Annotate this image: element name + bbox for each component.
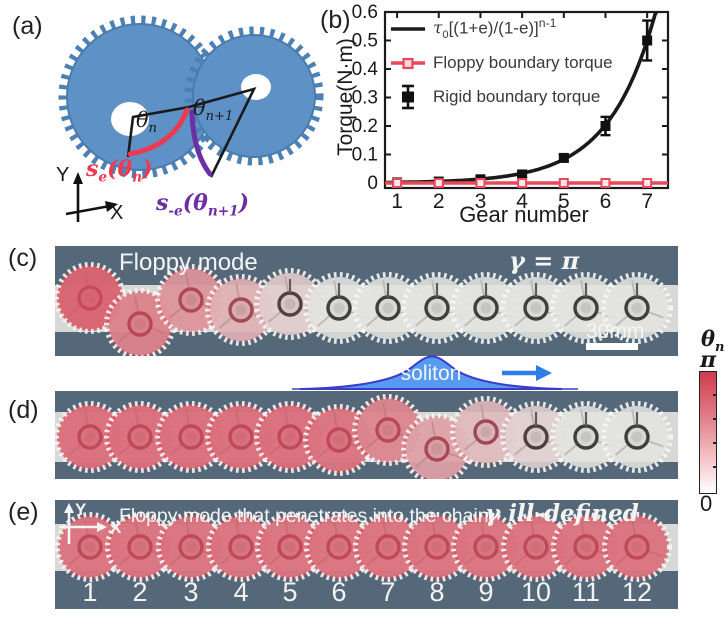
colorbar-gradient (699, 371, 717, 494)
angle-lines-left (126, 105, 190, 158)
floppy-mode-title: Floppy mode (119, 249, 258, 276)
svg-text:6: 6 (331, 577, 346, 607)
svg-text:10: 10 (521, 577, 551, 607)
colorbar-max-label: π (700, 347, 717, 373)
svg-text:12: 12 (622, 577, 652, 607)
x-arrowhead-icon (105, 201, 118, 212)
chart-x-axis-title: Gear number (459, 202, 589, 227)
svg-text:7: 7 (380, 577, 395, 607)
red-line-marker-sample-icon (390, 56, 426, 70)
svg-text:9: 9 (478, 577, 493, 607)
se-theta-n-label: se(θn) (86, 156, 153, 186)
colorbar-title: θn (701, 326, 725, 356)
gamma-pi-label: γ = π (509, 246, 580, 275)
svg-text:0.1: 0.1 (352, 145, 378, 166)
panel-c-label: (c) (8, 244, 38, 272)
svg-text:0.4: 0.4 (352, 59, 379, 80)
legend-row-model: τ0[(1+e)/(1-e)]n-1 (390, 12, 613, 46)
torque-chart: 1 2 3 4 5 6 7 0 0.1 0.2 0.3 0.4 0.5 0.6 (352, 2, 670, 213)
theta-n-label: θn (136, 108, 158, 137)
panel-d-photo (55, 391, 678, 479)
svg-text:0.5: 0.5 (352, 31, 378, 52)
penetrating-floppy-title: Floppy mode that penetrates into the cha… (119, 505, 489, 527)
y-axis-letter: Y (56, 164, 70, 186)
svg-text:0.6: 0.6 (352, 2, 378, 23)
svg-text:8: 8 (429, 577, 444, 607)
soliton-label: soliton (400, 362, 462, 385)
svg-text:11: 11 (572, 577, 600, 607)
soliton-arrow-icon (536, 365, 552, 381)
legend-model-formula: τ0[(1+e)/(1-e)]n-1 (433, 16, 557, 42)
angle-lines-right (188, 86, 257, 178)
purple-arc-sme (189, 109, 213, 177)
svg-text:4: 4 (516, 190, 528, 213)
gear-pair-illustration (58, 15, 324, 222)
svg-text:5: 5 (558, 190, 570, 213)
svg-text:5: 5 (282, 577, 297, 607)
svg-text:3: 3 (475, 190, 487, 213)
right-gear-icon (184, 26, 324, 166)
red-arc-se (127, 107, 190, 157)
svg-text:0.3: 0.3 (352, 88, 378, 109)
soliton-pulse-icon (292, 355, 578, 390)
panel-a-label: (a) (12, 12, 43, 40)
legend-row-rigid: Rigid boundary torque (390, 80, 613, 114)
black-errorbar-sample-icon (390, 83, 426, 111)
legend-floppy-label: Floppy boundary torque (433, 53, 613, 72)
panel-c-gears (55, 262, 673, 356)
panel-e-y-axis-letter: Y (75, 500, 87, 519)
panel-b-label: (b) (320, 6, 351, 34)
scalebar-icon (586, 343, 638, 350)
xy-axes-icon (65, 180, 111, 222)
sme-theta-n1-label: s-e(θn+1) (156, 190, 250, 220)
legend-rigid-label: Rigid boundary torque (433, 87, 601, 106)
gamma-ill-defined-label: γ ill-defined (485, 500, 639, 527)
svg-text:2: 2 (433, 190, 445, 213)
black-line-sample-icon (390, 25, 426, 33)
theta-n1-label: θn+1 (193, 96, 234, 125)
legend-row-floppy: Floppy boundary torque (390, 46, 613, 80)
svg-text:6: 6 (600, 190, 612, 213)
panel-e-gears: 1 2 3 4 5 6 7 8 9 10 11 12 (55, 512, 672, 607)
svg-text:2: 2 (132, 577, 147, 607)
panel-d-label: (d) (8, 396, 39, 424)
panel-c-photo: Floppy mode γ = π 30mm (55, 246, 678, 356)
svg-text:1: 1 (391, 190, 403, 213)
panel-e-label: (e) (8, 498, 39, 526)
svg-text:0.2: 0.2 (352, 116, 378, 137)
scalebar-label: 30mm (586, 320, 645, 343)
svg-text:3: 3 (183, 577, 198, 607)
chart-legend: τ0[(1+e)/(1-e)]n-1 Floppy boundary torqu… (390, 12, 613, 114)
panel-e-x-axis-letter: X (110, 518, 122, 537)
svg-text:7: 7 (641, 190, 653, 213)
svg-text:4: 4 (233, 577, 248, 607)
svg-text:1: 1 (82, 577, 97, 607)
y-arrowhead-icon (73, 172, 83, 184)
colorbar-min-label: 0 (700, 491, 713, 516)
panel-e-xy-axes-icon (59, 503, 107, 544)
panel-d-gears (55, 394, 673, 479)
chart-y-axis-title: Torque(N·m) (334, 38, 357, 156)
panel-e-photo: 1 2 3 4 5 6 7 8 9 10 11 12 Y X Floppy mode that pen… (55, 500, 678, 609)
svg-text:0: 0 (367, 173, 378, 194)
x-axis-letter: X (110, 202, 124, 224)
